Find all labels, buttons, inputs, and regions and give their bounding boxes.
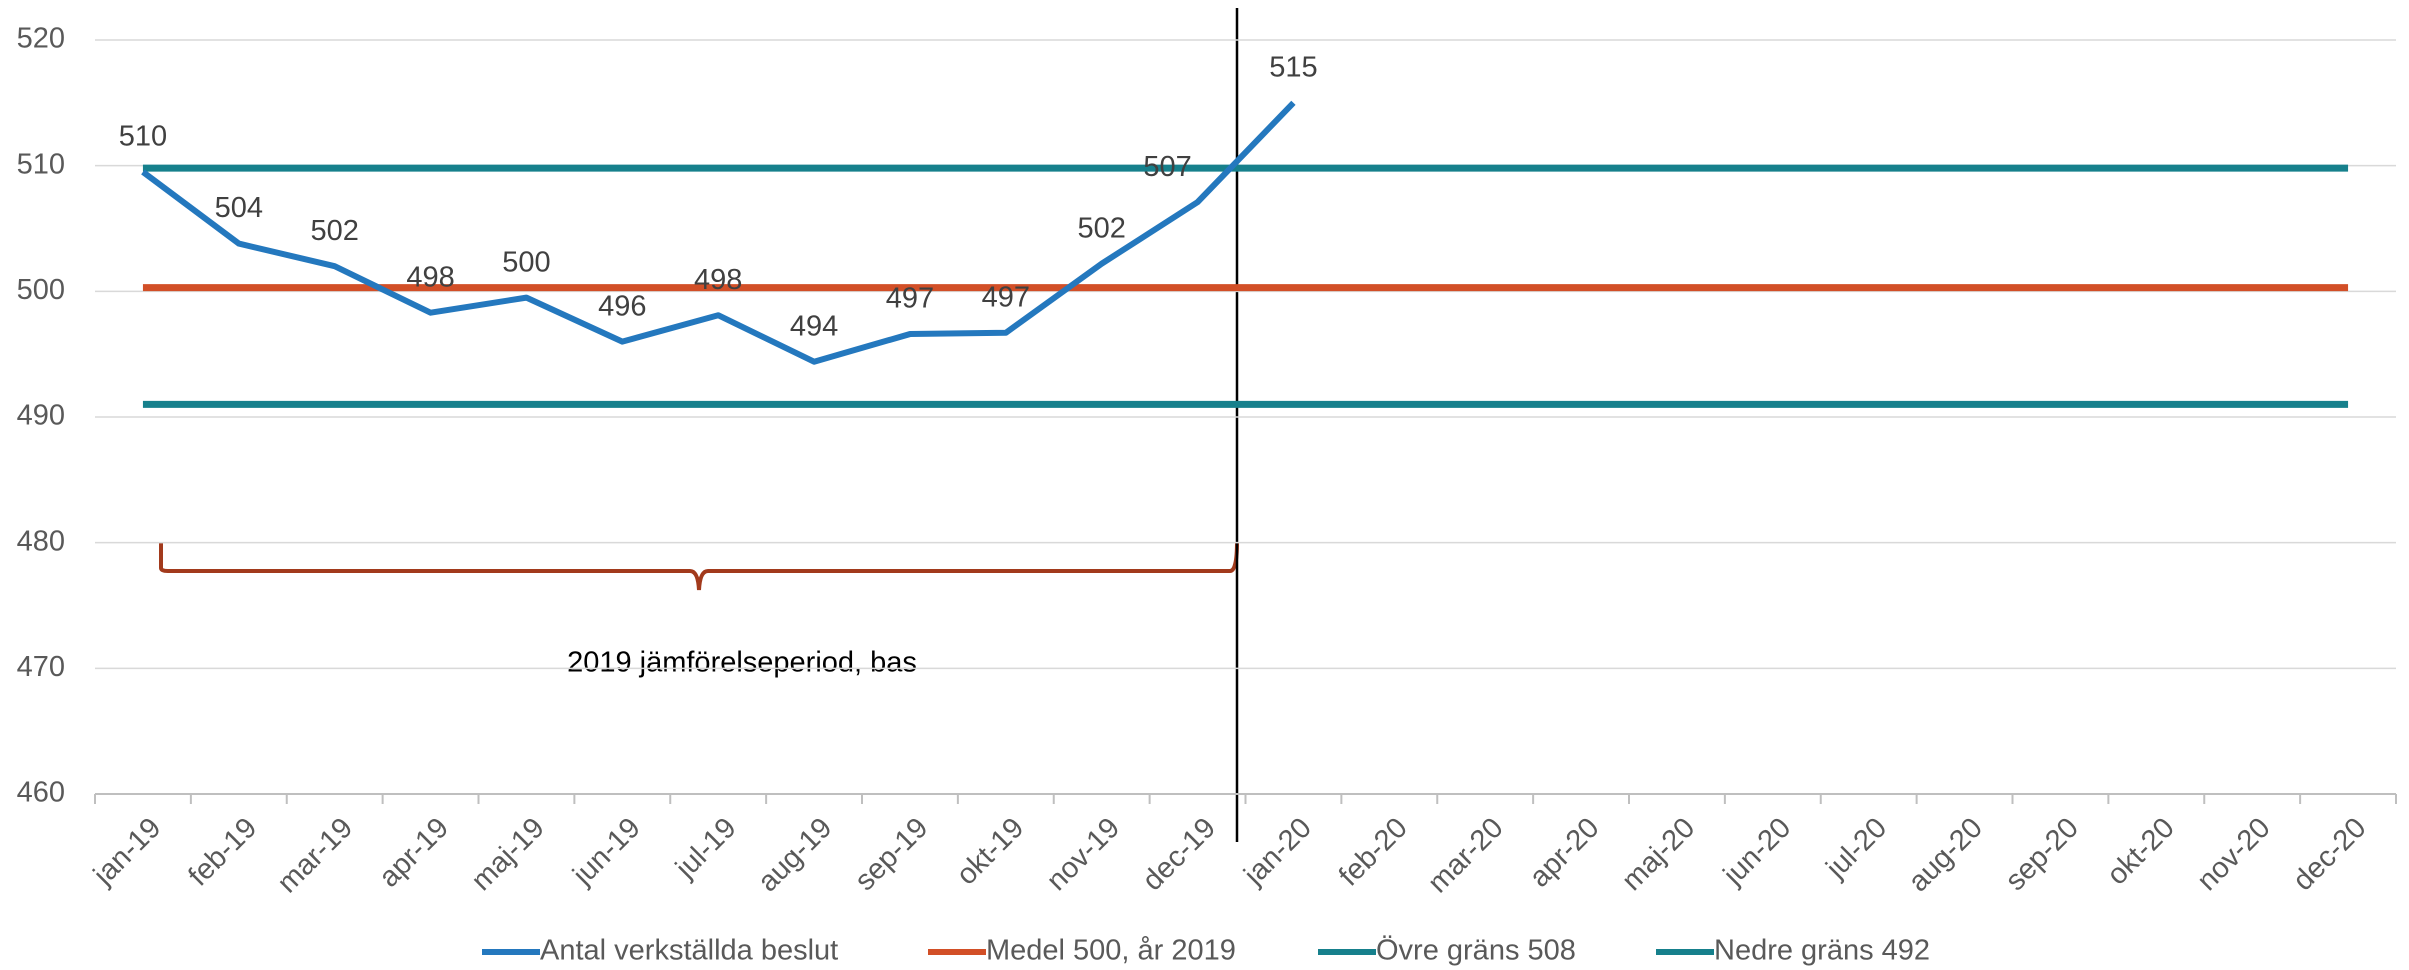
legend-label: Nedre gräns 492	[1714, 935, 1930, 967]
x-tick-label: feb-20	[1333, 812, 1414, 893]
data-label: 498	[406, 261, 454, 293]
x-tick-label: jul-19	[669, 812, 742, 885]
x-tick-label: dec-20	[2287, 812, 2372, 897]
y-tick-label: 480	[17, 525, 65, 557]
x-tick-label: nov-20	[2191, 812, 2276, 897]
data-label: 502	[310, 215, 358, 247]
y-tick-label: 510	[17, 148, 65, 180]
x-tick-label: jun-20	[1717, 812, 1797, 892]
annotation: 2019 jämförelseperiod, bas	[567, 647, 917, 679]
x-tick-label: mar-19	[271, 812, 359, 900]
legend-label: Övre gräns 508	[1376, 935, 1576, 967]
y-tick-label: 460	[17, 777, 65, 809]
x-tick-label: jan-19	[87, 812, 167, 892]
brace	[159, 541, 1239, 591]
x-tick-label: okt-20	[2101, 812, 2181, 892]
data-label: 497	[982, 281, 1030, 313]
x-tick-label: apr-20	[1524, 812, 1606, 894]
data-label: 507	[1143, 151, 1191, 183]
x-tick-label: nov-19	[1041, 812, 1126, 897]
x-tick-label: maj-19	[465, 812, 550, 897]
data-label: 497	[886, 283, 934, 315]
data-label: 504	[215, 192, 263, 224]
series-line	[141, 100, 1296, 365]
x-tick-label: maj-20	[1616, 812, 1701, 897]
data-label: 496	[598, 290, 646, 322]
legend-label: Medel 500, år 2019	[986, 935, 1236, 967]
y-tick-label: 470	[17, 651, 65, 683]
x-tick-label: sep-19	[849, 812, 934, 897]
data-label: 494	[790, 310, 838, 342]
y-tick-label: 490	[17, 400, 65, 432]
legend-label: Antal verkställda beslut	[540, 935, 838, 967]
x-tick-label: aug-19	[752, 812, 838, 898]
data-label: 498	[694, 264, 742, 296]
x-tick-label: jul-20	[1820, 812, 1893, 885]
data-label: 510	[119, 121, 167, 153]
x-tick-label: sep-20	[1999, 812, 2084, 897]
x-tick-label: apr-19	[373, 812, 455, 894]
x-tick-label: mar-20	[1422, 812, 1510, 900]
x-tick-label: dec-19	[1137, 812, 1222, 897]
data-label: 500	[502, 246, 550, 278]
data-label: 515	[1269, 51, 1317, 83]
x-tick-label: jun-19	[566, 812, 646, 892]
data-label: 502	[1077, 212, 1125, 244]
x-tick-label: aug-20	[1902, 812, 1988, 898]
y-tick-label: 520	[17, 23, 65, 55]
x-tick-label: okt-19	[951, 812, 1031, 892]
x-tick-label: feb-19	[182, 812, 263, 893]
x-tick-label: jan-20	[1237, 812, 1317, 892]
y-tick-label: 500	[17, 274, 65, 306]
